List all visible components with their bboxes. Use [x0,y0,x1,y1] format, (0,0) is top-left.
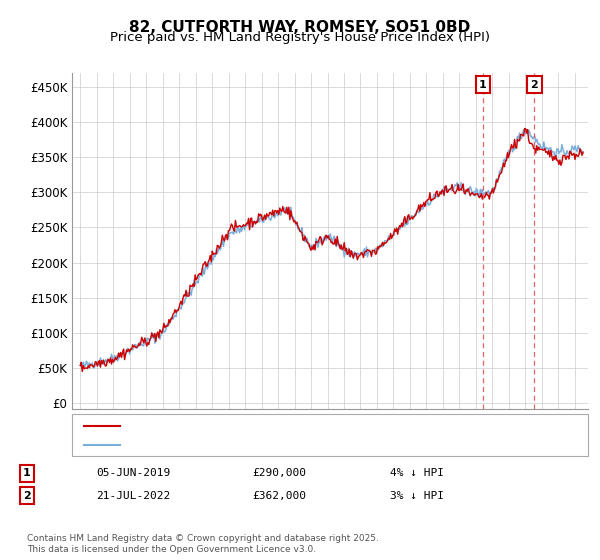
Text: 82, CUTFORTH WAY, ROMSEY, SO51 0BD (semi-detached house): 82, CUTFORTH WAY, ROMSEY, SO51 0BD (semi… [126,421,461,431]
Text: 82, CUTFORTH WAY, ROMSEY, SO51 0BD: 82, CUTFORTH WAY, ROMSEY, SO51 0BD [130,20,470,35]
Text: £362,000: £362,000 [252,491,306,501]
Text: HPI: Average price, semi-detached house, Test Valley: HPI: Average price, semi-detached house,… [126,440,403,450]
Text: 1: 1 [23,468,31,478]
Text: This data is licensed under the Open Government Licence v3.0.: This data is licensed under the Open Gov… [27,545,316,554]
Text: 05-JUN-2019: 05-JUN-2019 [96,468,170,478]
Text: £290,000: £290,000 [252,468,306,478]
Text: Price paid vs. HM Land Registry's House Price Index (HPI): Price paid vs. HM Land Registry's House … [110,31,490,44]
Text: 1: 1 [479,80,487,90]
Text: 2: 2 [530,80,538,90]
Text: 21-JUL-2022: 21-JUL-2022 [96,491,170,501]
Text: 3% ↓ HPI: 3% ↓ HPI [390,491,444,501]
Text: Contains HM Land Registry data © Crown copyright and database right 2025.: Contains HM Land Registry data © Crown c… [27,534,379,543]
Text: 4% ↓ HPI: 4% ↓ HPI [390,468,444,478]
Text: 2: 2 [23,491,31,501]
